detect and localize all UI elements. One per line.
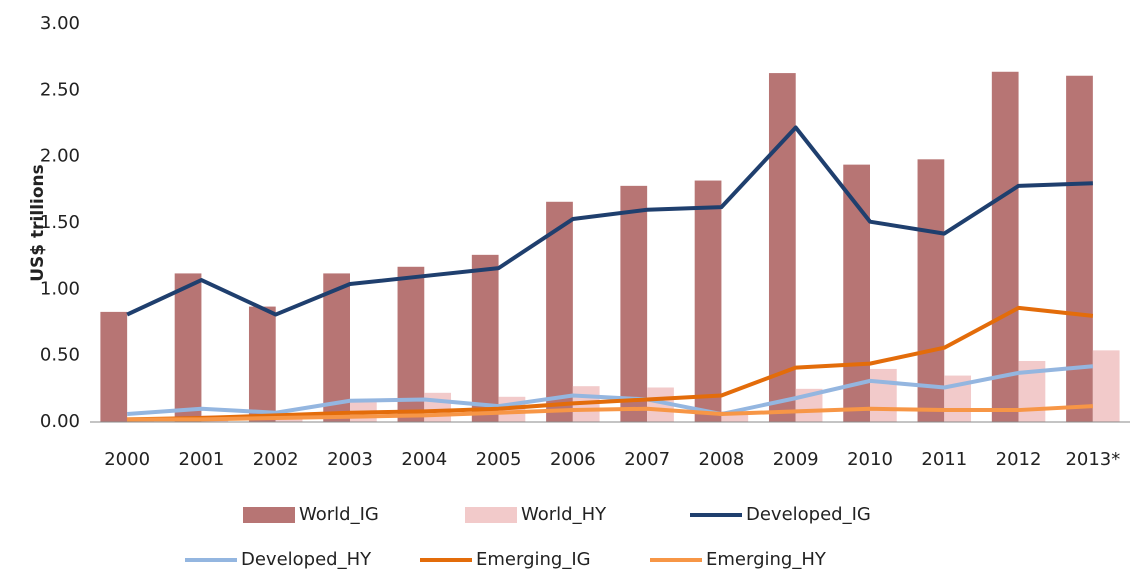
y-tick-label: 2.50 xyxy=(40,79,80,100)
x-tick-label: 2007 xyxy=(624,449,670,470)
bar xyxy=(1092,350,1120,422)
bar xyxy=(620,185,648,422)
x-tick-label: 2010 xyxy=(847,449,893,470)
x-tick-label: 2005 xyxy=(476,449,522,470)
bar xyxy=(323,273,350,422)
y-tick-label: 0.00 xyxy=(40,411,80,432)
legend-swatch xyxy=(243,507,295,523)
legend-label: Emerging_IG xyxy=(476,549,591,570)
y-tick-label: 2.00 xyxy=(40,146,80,167)
x-tick-label: 2008 xyxy=(699,449,745,470)
legend-label: World_IG xyxy=(299,504,379,525)
bar xyxy=(721,411,749,422)
bar xyxy=(546,201,573,422)
x-tick-label: 2012 xyxy=(996,449,1042,470)
bar xyxy=(424,392,452,422)
x-tick-label: 2009 xyxy=(773,449,819,470)
x-tick-label: 2003 xyxy=(327,449,373,470)
bar xyxy=(694,180,722,422)
x-tick-label: 2000 xyxy=(104,449,150,470)
line-series xyxy=(127,364,1094,417)
y-tick-label: 1.00 xyxy=(40,278,80,299)
line-series xyxy=(127,404,1093,422)
x-tick-label: 2004 xyxy=(401,449,447,470)
legend-label: World_HY xyxy=(521,504,607,525)
bar xyxy=(174,273,202,422)
x-tick-label: 2006 xyxy=(550,449,596,470)
bar xyxy=(397,266,425,422)
legend-label: Emerging_HY xyxy=(706,549,827,570)
legend-label: Developed_HY xyxy=(241,549,372,570)
bar xyxy=(248,306,276,422)
line-series xyxy=(126,125,1093,317)
bar xyxy=(917,159,945,422)
bar xyxy=(1066,75,1093,423)
y-tick-label: 1.50 xyxy=(40,212,80,233)
bar xyxy=(100,311,128,422)
y-tick-label: 0.50 xyxy=(40,345,80,366)
y-axis-title: US$ trillions xyxy=(28,164,48,282)
legend-swatch xyxy=(465,507,517,523)
bar xyxy=(991,71,1019,422)
x-tick-label: 2013* xyxy=(1065,449,1120,470)
x-tick-label: 2011 xyxy=(921,449,967,470)
bar xyxy=(471,254,499,422)
bar xyxy=(870,368,897,422)
x-tick-label: 2001 xyxy=(179,449,225,470)
legend-label: Developed_IG xyxy=(746,504,871,525)
y-tick-label: 3.00 xyxy=(40,13,80,34)
line-series xyxy=(127,305,1094,422)
x-tick-label: 2002 xyxy=(253,449,299,470)
